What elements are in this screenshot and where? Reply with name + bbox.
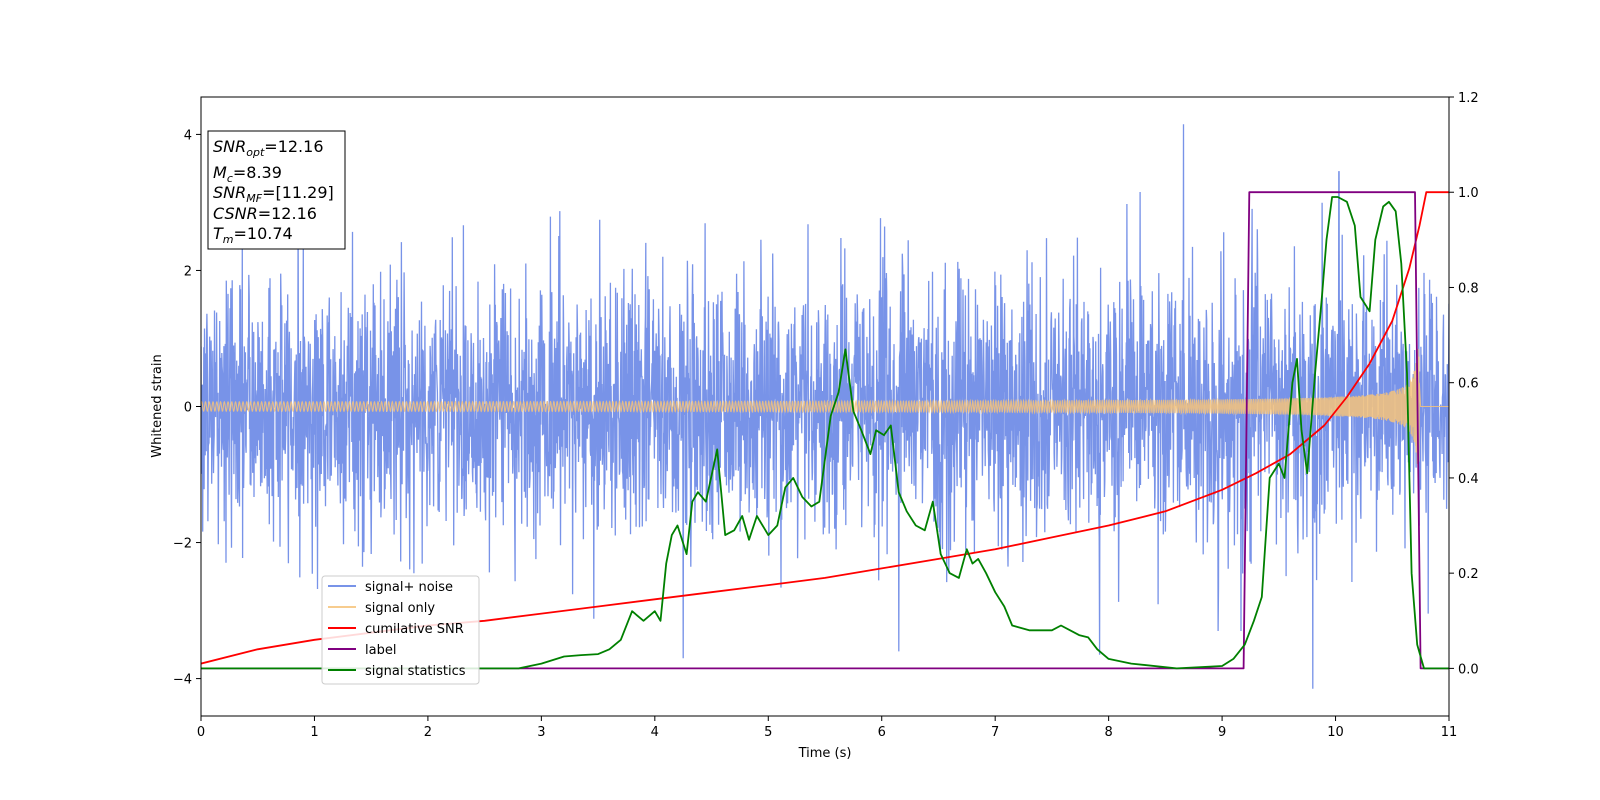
x-tick-label: 2 (424, 725, 432, 740)
x-tick-label: 11 (1441, 725, 1458, 740)
y-axis-left: −4 −2 0 2 4 (173, 128, 201, 688)
x-axis: 0 1 2 3 4 5 6 7 8 9 10 11 (197, 716, 1457, 740)
legend-frame (321, 575, 480, 685)
series-line-signal-only (201, 348, 1449, 464)
y2-tick-label: 0.8 (1458, 281, 1479, 296)
info-box: SNRopt=12.16 Mc=8.39 SNRMF=[11.29] CSNR=… (207, 130, 346, 250)
x-tick-label: 8 (1104, 725, 1112, 740)
x-tick-label: 7 (991, 725, 999, 740)
info-tm: Tm=10.74 (213, 224, 293, 246)
x-tick-label: 1 (310, 725, 318, 740)
legend-label-cumilative-snr: cumilative SNR (365, 622, 464, 637)
legend-label-signal-noise: signal+ noise (365, 580, 453, 595)
y-tick-label: 0 (184, 401, 192, 416)
y2-tick-label: 0.4 (1458, 472, 1479, 487)
y2-tick-label: 1.0 (1458, 186, 1479, 201)
y-tick-label: −2 (173, 537, 192, 552)
y-tick-label: 4 (184, 128, 192, 143)
series-line-signal-statistics (201, 196, 1449, 670)
y-axis-right: 0.0 0.2 0.4 0.6 0.8 1.0 1.2 (1449, 91, 1479, 677)
y2-tick-label: 0.0 (1458, 662, 1479, 677)
x-tick-label: 0 (197, 725, 205, 740)
x-axis-label: Time (s) (798, 746, 852, 761)
series-line-signal-noise (201, 124, 1449, 689)
x-tick-label: 10 (1327, 725, 1344, 740)
x-tick-label: 4 (651, 725, 659, 740)
y2-tick-label: 1.2 (1458, 91, 1479, 106)
legend-label-label: label (365, 643, 396, 658)
y2-tick-label: 0.2 (1458, 567, 1479, 582)
info-snr-opt: SNRopt=12.16 (213, 137, 324, 159)
legend-label-signal-statistics: signal statistics (365, 664, 466, 679)
y-tick-label: −4 (173, 673, 192, 688)
info-csnr: CSNR=12.16 (213, 204, 317, 223)
y-axis-label: Whitened strain (150, 354, 165, 457)
x-tick-label: 6 (878, 725, 886, 740)
legend: signal+ noise signal only cumilative SNR la… (321, 575, 480, 685)
legend-label-signal-only: signal only (365, 601, 435, 616)
info-mc: Mc=8.39 (213, 163, 282, 185)
x-tick-label: 5 (764, 725, 772, 740)
info-box-frame (207, 130, 346, 250)
info-snr-mf: SNRMF=[11.29] (213, 183, 334, 205)
x-tick-label: 9 (1218, 725, 1226, 740)
y-tick-label: 2 (184, 264, 192, 279)
y2-tick-label: 0.6 (1458, 377, 1479, 392)
x-tick-label: 3 (537, 725, 545, 740)
